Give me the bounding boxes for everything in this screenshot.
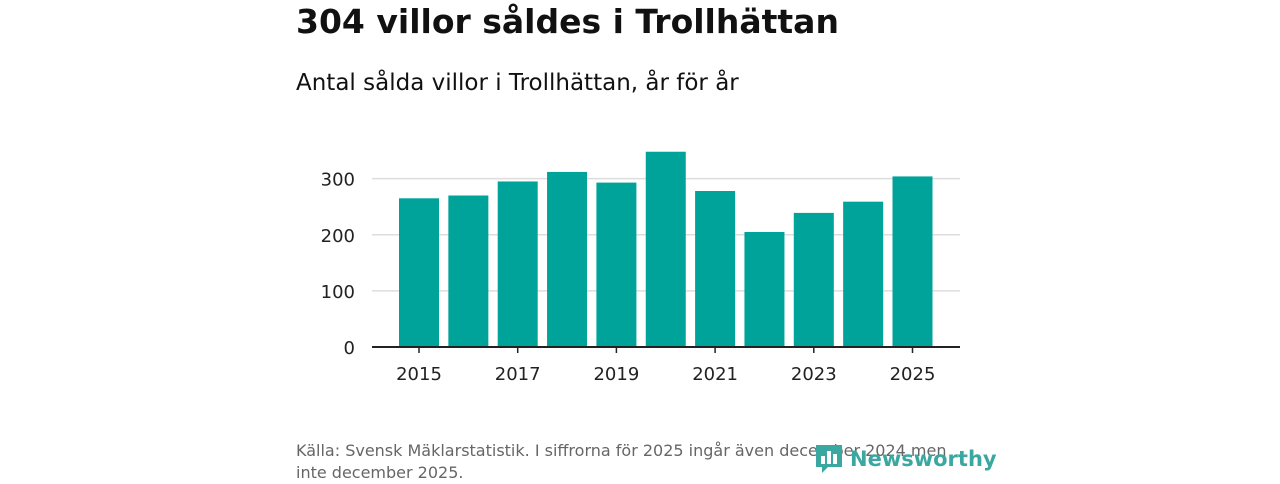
axes: 0 100 200 300 2015 2017 2019 2021 2023 2025 [321, 170, 960, 385]
bar-2019 [596, 182, 637, 347]
y-tick-label: 0 [344, 338, 355, 359]
x-tick-label: 2017 [495, 364, 541, 385]
bar-2022 [744, 231, 785, 347]
x-tick-label: 2015 [396, 364, 442, 385]
y-tick-label: 200 [321, 226, 355, 247]
source-note: Källa: Svensk Mäklarstatistik. I siffror… [296, 441, 947, 482]
y-tick-label: 100 [321, 282, 355, 303]
bars [399, 151, 933, 347]
logo-text: Newsworthy [850, 447, 997, 471]
x-tick-label: 2019 [593, 364, 639, 385]
chart-title: 304 villor såldes i Trollhättan [296, 2, 839, 41]
chart-subtitle: Antal sålda villor i Trollhättan, år för… [296, 70, 739, 96]
bar-2021 [695, 191, 736, 347]
x-tick-label: 2025 [890, 364, 936, 385]
x-tick-label: 2023 [791, 364, 837, 385]
y-tick-label: 300 [321, 170, 355, 191]
newsworthy-logo: Newsworthy [814, 443, 997, 475]
bar-2023 [793, 212, 834, 347]
bar-2016 [448, 195, 489, 347]
bar-2020 [645, 151, 686, 347]
bar-2025 [892, 176, 933, 347]
bar-chart: 0 100 200 300 2015 2017 2019 2021 2023 2025 [321, 151, 960, 385]
bar-2015 [399, 198, 439, 347]
bar-2017 [497, 181, 538, 347]
bar-2024 [843, 201, 884, 347]
bar-2018 [547, 171, 588, 347]
bar-chart-logo-icon [816, 445, 842, 473]
x-tick-label: 2021 [692, 364, 738, 385]
